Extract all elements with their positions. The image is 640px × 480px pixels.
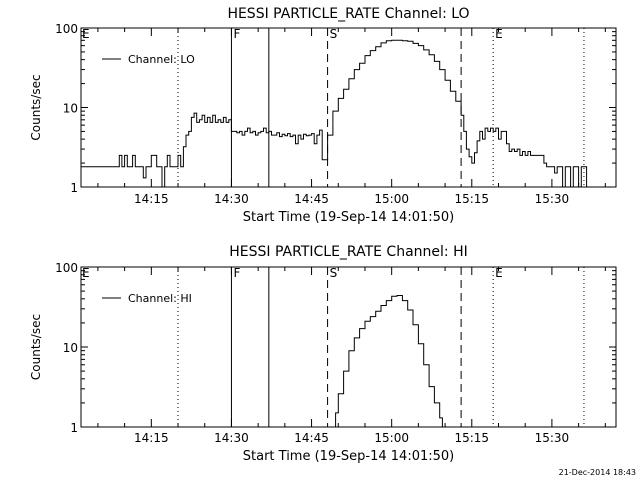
event-line-label: E: [495, 266, 503, 280]
y-tick-label: 100: [55, 261, 78, 275]
x-tick-label: 14:15: [134, 431, 169, 445]
event-line-label: F: [233, 27, 240, 41]
x-tick-label: 15:00: [374, 431, 409, 445]
plot-frame: [80, 266, 617, 428]
series-line: [332, 295, 443, 428]
x-tick-label: 14:45: [294, 192, 329, 206]
y-tick-label: 100: [55, 22, 78, 36]
x-tick-label: 14:45: [294, 431, 329, 445]
x-axis-label: Start Time (19-Sep-14 14:01:50): [243, 449, 454, 464]
event-line-label: S: [330, 266, 338, 280]
x-tick-label: 15:30: [535, 431, 570, 445]
event-line-label: S: [330, 27, 338, 41]
y-tick-label: 1: [70, 181, 78, 195]
x-tick-label: 14:15: [134, 192, 169, 206]
y-axis-label: Counts/sec: [29, 74, 43, 140]
y-tick-label: 1: [70, 421, 78, 435]
chart-title: HESSI PARTICLE_RATE Channel: HI: [229, 244, 467, 260]
event-line-label: F: [233, 266, 240, 280]
corner-label: E: [82, 27, 90, 41]
legend-label: Channel: LO: [128, 53, 195, 66]
chart-panel-lo: HESSI PARTICLE_RATE Channel: LO 1 10 100 14:…: [29, 6, 617, 225]
x-tick-label: 15:15: [454, 192, 489, 206]
x-tick-label: 15:00: [374, 192, 409, 206]
chart-title: HESSI PARTICLE_RATE Channel: LO: [227, 6, 469, 22]
y-tick-label: 10: [63, 102, 78, 116]
event-line-label: E: [495, 27, 503, 41]
corner-label: E: [82, 266, 90, 280]
y-axis-label: Counts/sec: [29, 314, 43, 380]
x-tick-label: 14:30: [214, 192, 249, 206]
plot-frame: [80, 27, 617, 188]
footer-timestamp: 21-Dec-2014 18:43: [559, 468, 636, 477]
x-tick-label: 14:30: [214, 431, 249, 445]
y-tick-label: 10: [63, 341, 78, 355]
chart-panel-hi: HESSI PARTICLE_RATE Channel: HI 1 10 100 14:…: [29, 244, 617, 464]
x-axis-label: Start Time (19-Sep-14 14:01:50): [243, 210, 454, 225]
x-tick-label: 15:15: [454, 431, 489, 445]
series-line: [81, 39, 588, 188]
legend-label: Channel: HI: [128, 292, 192, 305]
x-tick-label: 15:30: [535, 192, 570, 206]
